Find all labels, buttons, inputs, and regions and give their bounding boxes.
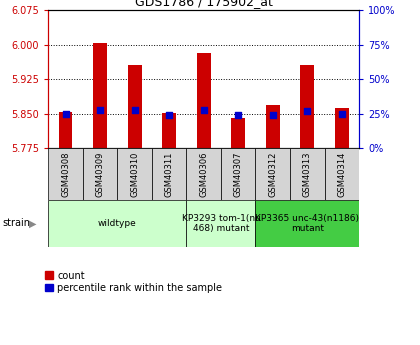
Text: KP3365 unc-43(n1186)
mutant: KP3365 unc-43(n1186) mutant <box>255 214 359 233</box>
Point <box>339 111 345 117</box>
Point <box>62 111 69 117</box>
Text: GSM40314: GSM40314 <box>337 151 346 197</box>
Text: ▶: ▶ <box>29 218 36 228</box>
Bar <box>117 148 152 200</box>
Text: GSM40313: GSM40313 <box>303 151 312 197</box>
Point <box>269 112 276 118</box>
Point <box>166 112 173 118</box>
Bar <box>197 53 210 148</box>
Bar <box>266 105 280 148</box>
Point <box>235 112 242 118</box>
Bar <box>83 148 117 200</box>
Bar <box>186 148 221 200</box>
Text: GSM40309: GSM40309 <box>96 151 105 197</box>
Text: GSM40311: GSM40311 <box>165 151 173 197</box>
Bar <box>290 148 325 200</box>
Bar <box>186 200 255 247</box>
Bar <box>48 148 83 200</box>
Text: GSM40312: GSM40312 <box>268 151 277 197</box>
Bar <box>162 114 176 148</box>
Point <box>131 107 138 112</box>
Bar <box>152 148 186 200</box>
Bar <box>255 148 290 200</box>
Text: wildtype: wildtype <box>98 219 137 228</box>
Text: strain: strain <box>2 218 30 228</box>
Bar <box>128 65 142 148</box>
Title: GDS1786 / 175902_at: GDS1786 / 175902_at <box>135 0 273 8</box>
Bar <box>255 200 359 247</box>
Text: GSM40308: GSM40308 <box>61 151 70 197</box>
Text: KP3293 tom-1(nu
468) mutant: KP3293 tom-1(nu 468) mutant <box>181 214 260 233</box>
Bar <box>221 148 255 200</box>
Bar <box>325 148 359 200</box>
Bar <box>59 111 73 148</box>
Point <box>97 107 103 112</box>
Legend: count, percentile rank within the sample: count, percentile rank within the sample <box>45 270 223 293</box>
Point <box>200 107 207 112</box>
Bar <box>48 200 186 247</box>
Bar <box>231 118 245 148</box>
Bar <box>335 108 349 148</box>
Text: GSM40310: GSM40310 <box>130 151 139 197</box>
Text: GSM40307: GSM40307 <box>234 151 243 197</box>
Text: GSM40306: GSM40306 <box>199 151 208 197</box>
Bar <box>300 65 314 148</box>
Bar <box>93 43 107 148</box>
Point <box>304 108 311 114</box>
